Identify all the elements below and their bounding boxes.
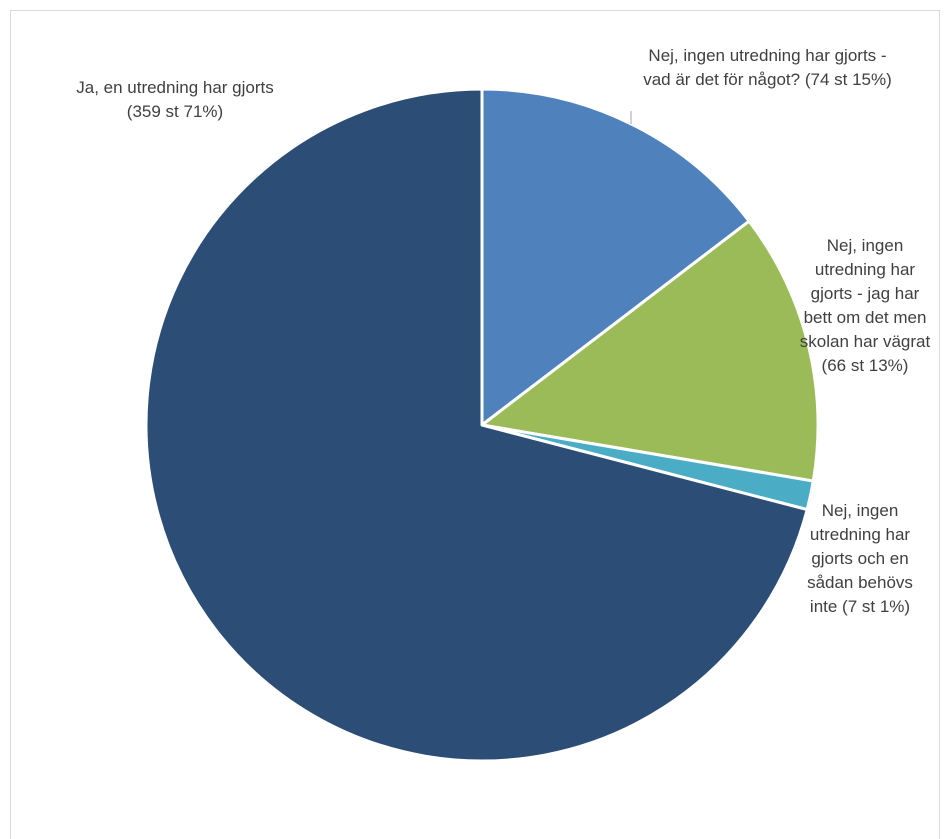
- data-label-slice-0-line-2: vad är det för något? (74 st 15%): [643, 70, 892, 89]
- chart-frame: [10, 10, 940, 839]
- data-label-slice-2-line-1: Nej, ingen: [821, 501, 899, 520]
- pie-slice-3: [144, 87, 809, 763]
- pie-slices: [144, 87, 820, 763]
- data-label-slice-1-line-5: skolan har vägrat: [799, 332, 931, 351]
- data-label-slice-2-line-3: gjorts och en: [811, 549, 909, 568]
- data-label-slice-2-line-2: utredning har: [809, 525, 911, 544]
- data-label-slice-1-line-1: Nej, ingen: [826, 236, 904, 255]
- data-label-slice-3-line-2: (359 st 71%): [126, 102, 224, 121]
- data-label-slice-0: Nej, ingen utredning har gjorts - vad är…: [600, 44, 935, 92]
- data-label-slice-2-line-5: inte (7 st 1%): [809, 597, 911, 616]
- data-label-slice-3: Ja, en utredning har gjorts (359 st 71%): [30, 76, 320, 124]
- data-label-slice-3-line-1: Ja, en utredning har gjorts: [76, 78, 274, 97]
- data-label-slice-1-line-4: bett om det men: [803, 308, 927, 327]
- data-label-slice-2-line-4: sådan behövs: [807, 573, 913, 592]
- data-label-slice-1-line-3: gjorts - jag har: [810, 284, 920, 303]
- data-label-slice-0-line-1: Nej, ingen utredning har gjorts -: [648, 46, 887, 65]
- data-label-slice-1-line-6: (66 st 13%): [821, 356, 909, 375]
- data-label-slice-1-line-2: utredning har: [814, 260, 916, 279]
- data-label-slice-2: Nej, ingen utredning har gjorts och en s…: [785, 499, 935, 619]
- pie-slice-1: [480, 219, 820, 483]
- data-label-slice-1: Nej, ingen utredning har gjorts - jag ha…: [790, 234, 940, 378]
